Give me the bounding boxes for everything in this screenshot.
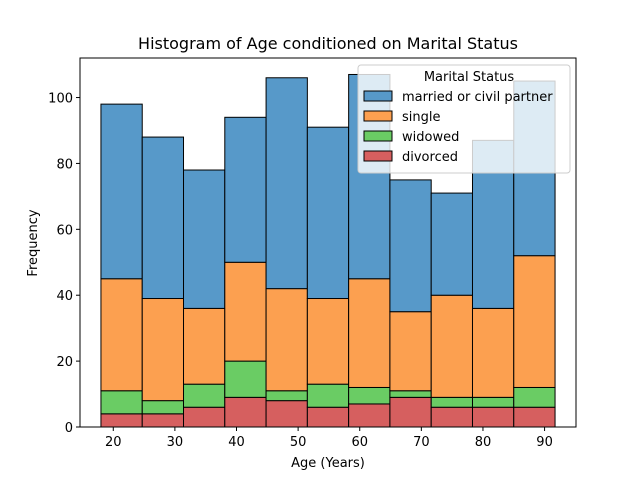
bar-divorced-bin-9 [471, 406, 515, 428]
bar-divorced-bin-0 [100, 413, 143, 428]
bar-widowed-bin-8 [430, 396, 473, 408]
y-tick-label: 60 [56, 223, 73, 238]
bar-single-bin-9 [471, 307, 515, 398]
legend-label-divorced: divorced [402, 150, 458, 165]
bar-married-or-civil-partner-bin-3 [224, 116, 267, 263]
legend: Marital Status married or civil partner si… [357, 64, 571, 174]
legend-label-widowed: widowed [402, 130, 459, 145]
bar-single-bin-6 [348, 278, 391, 388]
bar-single-bin-2 [183, 307, 226, 385]
bar-single-bin-3 [224, 261, 267, 362]
bar-single-bin-4 [265, 288, 308, 392]
bar-married-or-civil-partner-bin-8 [430, 192, 473, 296]
bar-single-bin-8 [430, 294, 473, 398]
y-axis-label: Frequency [26, 209, 41, 276]
x-tick-label: 90 [536, 435, 553, 450]
y-tick-label: 40 [56, 289, 73, 304]
bar-widowed-bin-6 [348, 386, 391, 405]
bar-divorced-bin-3 [224, 396, 267, 428]
x-tick-label: 60 [351, 435, 368, 450]
bar-married-or-civil-partner-bin-7 [389, 179, 432, 313]
legend-label-single: single [402, 110, 441, 125]
bar-widowed-bin-5 [306, 383, 350, 408]
x-tick-label: 20 [105, 435, 122, 450]
y-tick-label: 0 [65, 421, 73, 436]
y-axis-ticks: 0 20 40 60 80 100 [48, 92, 80, 436]
legend-swatch-single [363, 110, 393, 122]
legend-swatch-widowed [363, 130, 393, 142]
bar-widowed-bin-10 [513, 386, 556, 408]
bar-married-or-civil-partner-bin-5 [306, 126, 350, 300]
x-tick-label: 40 [228, 435, 245, 450]
bar-divorced-bin-1 [141, 413, 185, 428]
bar-single-bin-7 [389, 311, 432, 392]
bar-divorced-bin-10 [513, 406, 556, 428]
bar-widowed-bin-2 [183, 383, 226, 408]
x-tick-label: 80 [475, 435, 492, 450]
bar-divorced-bin-8 [430, 406, 473, 428]
bar-widowed-bin-7 [389, 390, 432, 398]
chart-title: Histogram of Age conditioned on Marital … [138, 34, 518, 53]
bar-single-bin-0 [100, 278, 143, 392]
bar-divorced-bin-5 [306, 406, 350, 428]
bar-widowed-bin-1 [141, 400, 185, 415]
bar-divorced-bin-6 [348, 403, 391, 428]
bar-married-or-civil-partner-bin-2 [183, 169, 226, 309]
legend-frame [357, 64, 571, 174]
legend-swatch-married-or-civil-partner [363, 90, 393, 102]
plot-frame [79, 57, 577, 428]
bar-divorced-bin-4 [265, 400, 308, 428]
x-axis-label: Age (Years) [291, 456, 365, 471]
bar-married-or-civil-partner-bin-4 [265, 77, 308, 290]
x-tick-label: 50 [290, 435, 307, 450]
bar-single-bin-1 [141, 298, 185, 402]
y-tick-label: 80 [56, 157, 73, 172]
bar-widowed-bin-0 [100, 390, 143, 415]
bar-widowed-bin-3 [224, 360, 267, 398]
x-tick-label: 70 [413, 435, 430, 450]
legend-title: Marital Status [424, 70, 515, 85]
x-axis-ticks: 20 30 40 50 60 70 80 90 [105, 427, 553, 450]
bar-divorced-bin-7 [389, 396, 432, 428]
bar-widowed-bin-9 [471, 396, 515, 408]
bar-divorced-bin-2 [183, 406, 226, 428]
y-tick-label: 20 [56, 355, 73, 370]
bar-widowed-bin-4 [265, 390, 308, 402]
bar-married-or-civil-partner-bin-1 [141, 136, 185, 300]
y-tick-label: 100 [48, 92, 73, 107]
bar-single-bin-5 [306, 298, 350, 385]
legend-swatch-divorced [363, 150, 393, 162]
bar-married-or-civil-partner-bin-0 [100, 103, 143, 280]
legend-label-married-or-civil-partner: married or civil partner [402, 90, 553, 105]
bar-single-bin-10 [513, 255, 556, 388]
x-tick-label: 30 [167, 435, 184, 450]
